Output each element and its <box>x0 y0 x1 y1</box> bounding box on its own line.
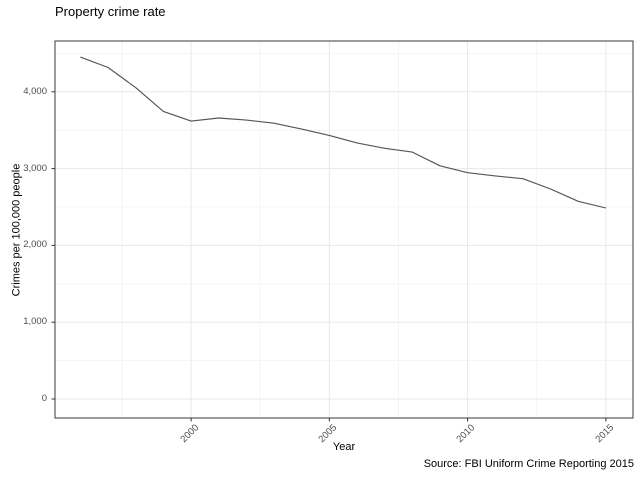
data-line <box>80 56 607 209</box>
x-axis-title: Year <box>332 441 356 453</box>
panel-background <box>55 41 633 418</box>
panel-border <box>54 40 634 419</box>
y-tick-label: 1,000 <box>23 316 47 328</box>
plot-caption: Source: FBI Uniform Crime Reporting 2015 <box>423 458 634 470</box>
y-tick-label: 4,000 <box>23 85 47 97</box>
plot-title: Property crime rate <box>55 4 166 19</box>
y-tick-label: 0 <box>41 393 47 405</box>
y-tick-label: 3,000 <box>23 162 47 174</box>
y-tick-label: 2,000 <box>23 239 47 251</box>
